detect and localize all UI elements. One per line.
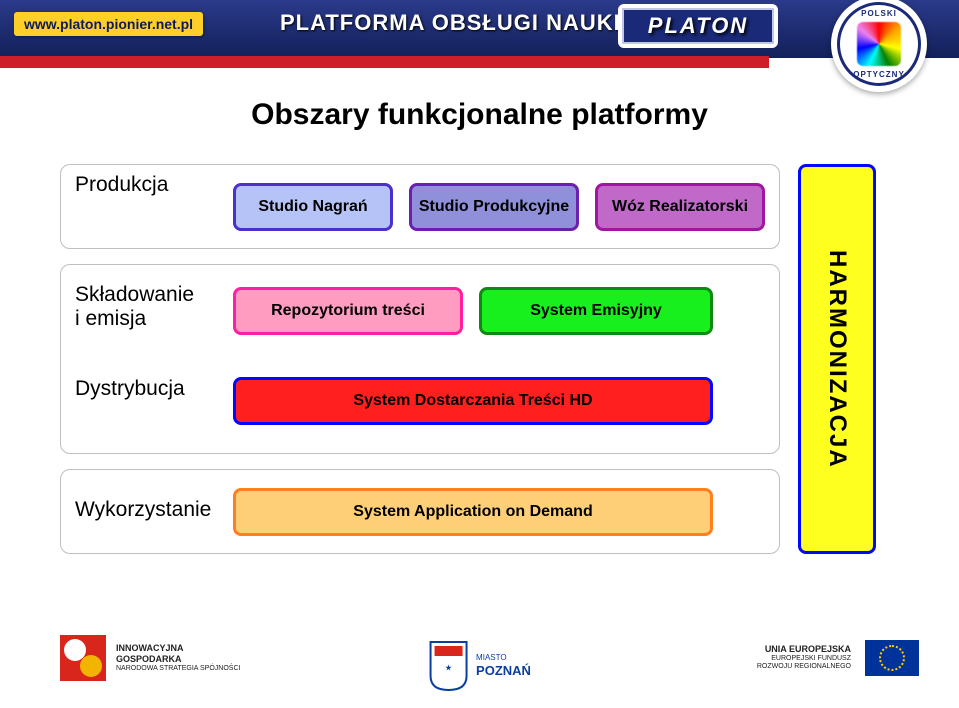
layer-wykorzystanie: Wykorzystanie System Application on Dema…	[60, 469, 780, 554]
site-url-badge: www.platon.pionier.net.pl	[14, 12, 203, 36]
rainbow-icon	[857, 22, 901, 66]
eu-flag-icon	[865, 640, 919, 676]
layer-skladowanie-dystrybucja: Składowanie i emisja Dystrybucja Repozyt…	[60, 264, 780, 454]
poznan-line1: MIASTO	[476, 653, 531, 663]
ig-line2: GOSPODARKA	[116, 654, 240, 665]
pionier-badge: POLSKI OPTYCZNY	[831, 0, 927, 92]
layer-label-skladowanie: Składowanie i emisja	[75, 283, 194, 331]
box-studio-produkcyjne: Studio Produkcyjne	[409, 183, 579, 231]
layer-label-produkcja: Produkcja	[75, 173, 168, 197]
footer-center: ★ MIASTO POZNAŃ	[428, 640, 531, 692]
footer-left: INNOWACYJNA GOSPODARKA NARODOWA STRATEGI…	[60, 635, 240, 681]
platform-title: PLATFORMA OBSŁUGI NAUKI	[280, 10, 621, 36]
eu-line2: EUROPEJSKI FUNDUSZ	[757, 655, 851, 663]
main-content: Obszary funkcjonalne platformy Produkcja…	[0, 58, 959, 594]
ig-line3: NARODOWA STRATEGIA SPÓJNOŚCI	[116, 665, 240, 673]
ig-label: INNOWACYJNA GOSPODARKA NARODOWA STRATEGI…	[116, 643, 240, 673]
eu-stars-icon	[879, 645, 905, 671]
logo-innowacyjna-gospodarka: INNOWACYJNA GOSPODARKA NARODOWA STRATEGI…	[60, 635, 240, 681]
badge-text-top: POLSKI	[861, 9, 897, 18]
poznan-label: MIASTO POZNAŃ	[476, 653, 531, 678]
badge-text-bottom: OPTYCZNY	[853, 70, 905, 79]
eu-label: UNIA EUROPEJSKA EUROPEJSKI FUNDUSZ ROZWO…	[757, 644, 851, 672]
page-title: Obszary funkcjonalne platformy	[60, 98, 899, 132]
pionier-badge-ring: POLSKI OPTYCZNY	[837, 2, 921, 86]
banner-inner: www.platon.pionier.net.pl PLATFORMA OBSŁ…	[0, 0, 959, 58]
harmonizacja-label: HARMONIZACJA	[823, 250, 851, 469]
footer-right: UNIA EUROPEJSKA EUROPEJSKI FUNDUSZ ROZWO…	[757, 640, 919, 676]
layer-label-wykorzystanie: Wykorzystanie	[75, 498, 211, 522]
diagram: Produkcja Studio Nagrań Studio Produkcyj…	[60, 164, 900, 584]
poznan-badge-icon: ★	[428, 640, 468, 692]
box-system-dostarczania: System Dostarczania Treści HD	[233, 377, 713, 425]
eu-line1: UNIA EUROPEJSKA	[757, 644, 851, 655]
box-woz-realizatorski: Wóz Realizatorski	[595, 183, 765, 231]
ig-icon	[60, 635, 106, 681]
poznan-line2: POZNAŃ	[476, 663, 531, 679]
platon-logo: PLATON	[618, 4, 778, 48]
top-banner: www.platon.pionier.net.pl PLATFORMA OBSŁ…	[0, 0, 959, 58]
eu-line3: ROZWOJU REGIONALNEGO	[757, 663, 851, 671]
footer: INNOWACYJNA GOSPODARKA NARODOWA STRATEGI…	[0, 618, 959, 698]
box-system-emisyjny: System Emisyjny	[479, 287, 713, 335]
box-harmonizacja: HARMONIZACJA	[798, 164, 876, 554]
layer-label-dystrybucja: Dystrybucja	[75, 377, 185, 401]
box-studio-nagran: Studio Nagrań	[233, 183, 393, 231]
svg-text:★: ★	[445, 664, 452, 672]
platon-logo-text: PLATON	[648, 13, 748, 39]
box-application-on-demand: System Application on Demand	[233, 488, 713, 536]
ig-line1: INNOWACYJNA	[116, 643, 240, 654]
layer-produkcja: Produkcja Studio Nagrań Studio Produkcyj…	[60, 164, 780, 249]
box-repozytorium: Repozytorium treści	[233, 287, 463, 335]
